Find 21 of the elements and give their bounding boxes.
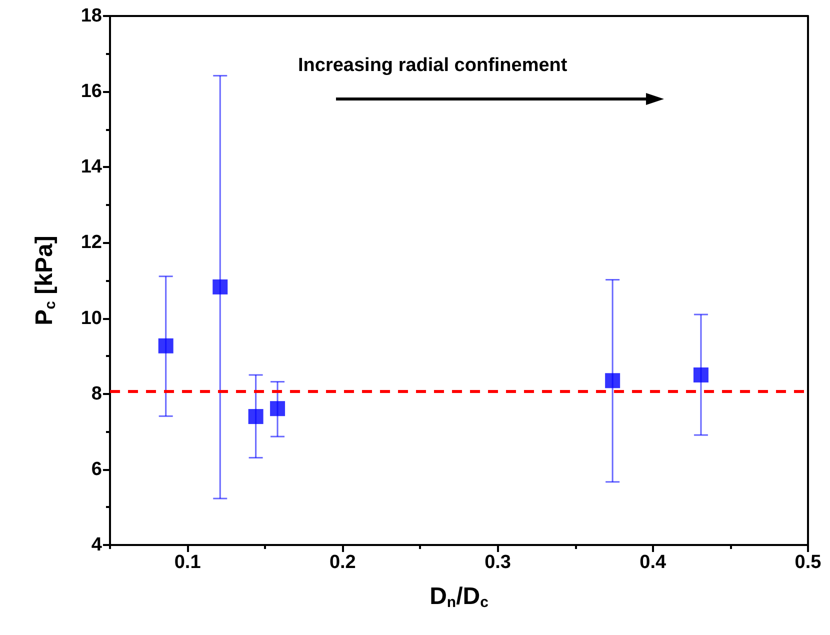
y-tick-label: 18 [80, 6, 102, 26]
point [248, 409, 264, 424]
y-tick-label: 8 [91, 383, 102, 404]
x-tick-label: 0.3 [484, 552, 511, 573]
y-tick-label: 12 [80, 232, 102, 254]
point [212, 279, 228, 294]
x-tick-label: 0.1 [174, 552, 202, 573]
x-tick-label: 0.5 [794, 552, 822, 573]
point [270, 401, 286, 416]
point [693, 367, 708, 382]
y-axis-title: Pc [kPa] [31, 236, 59, 326]
x-tick-label: 0.4 [640, 552, 667, 573]
y-tick-label: 10 [80, 308, 102, 329]
y-tick-label: 4 [91, 534, 102, 556]
y-tick-label: 6 [91, 458, 102, 480]
x-tick-label: 0.2 [329, 552, 356, 573]
y-tick-label: 16 [80, 81, 102, 102]
point [605, 373, 620, 388]
point [158, 338, 174, 354]
y-tick-label: 14 [80, 156, 102, 178]
annotation: Increasing radial confinement [298, 55, 568, 76]
